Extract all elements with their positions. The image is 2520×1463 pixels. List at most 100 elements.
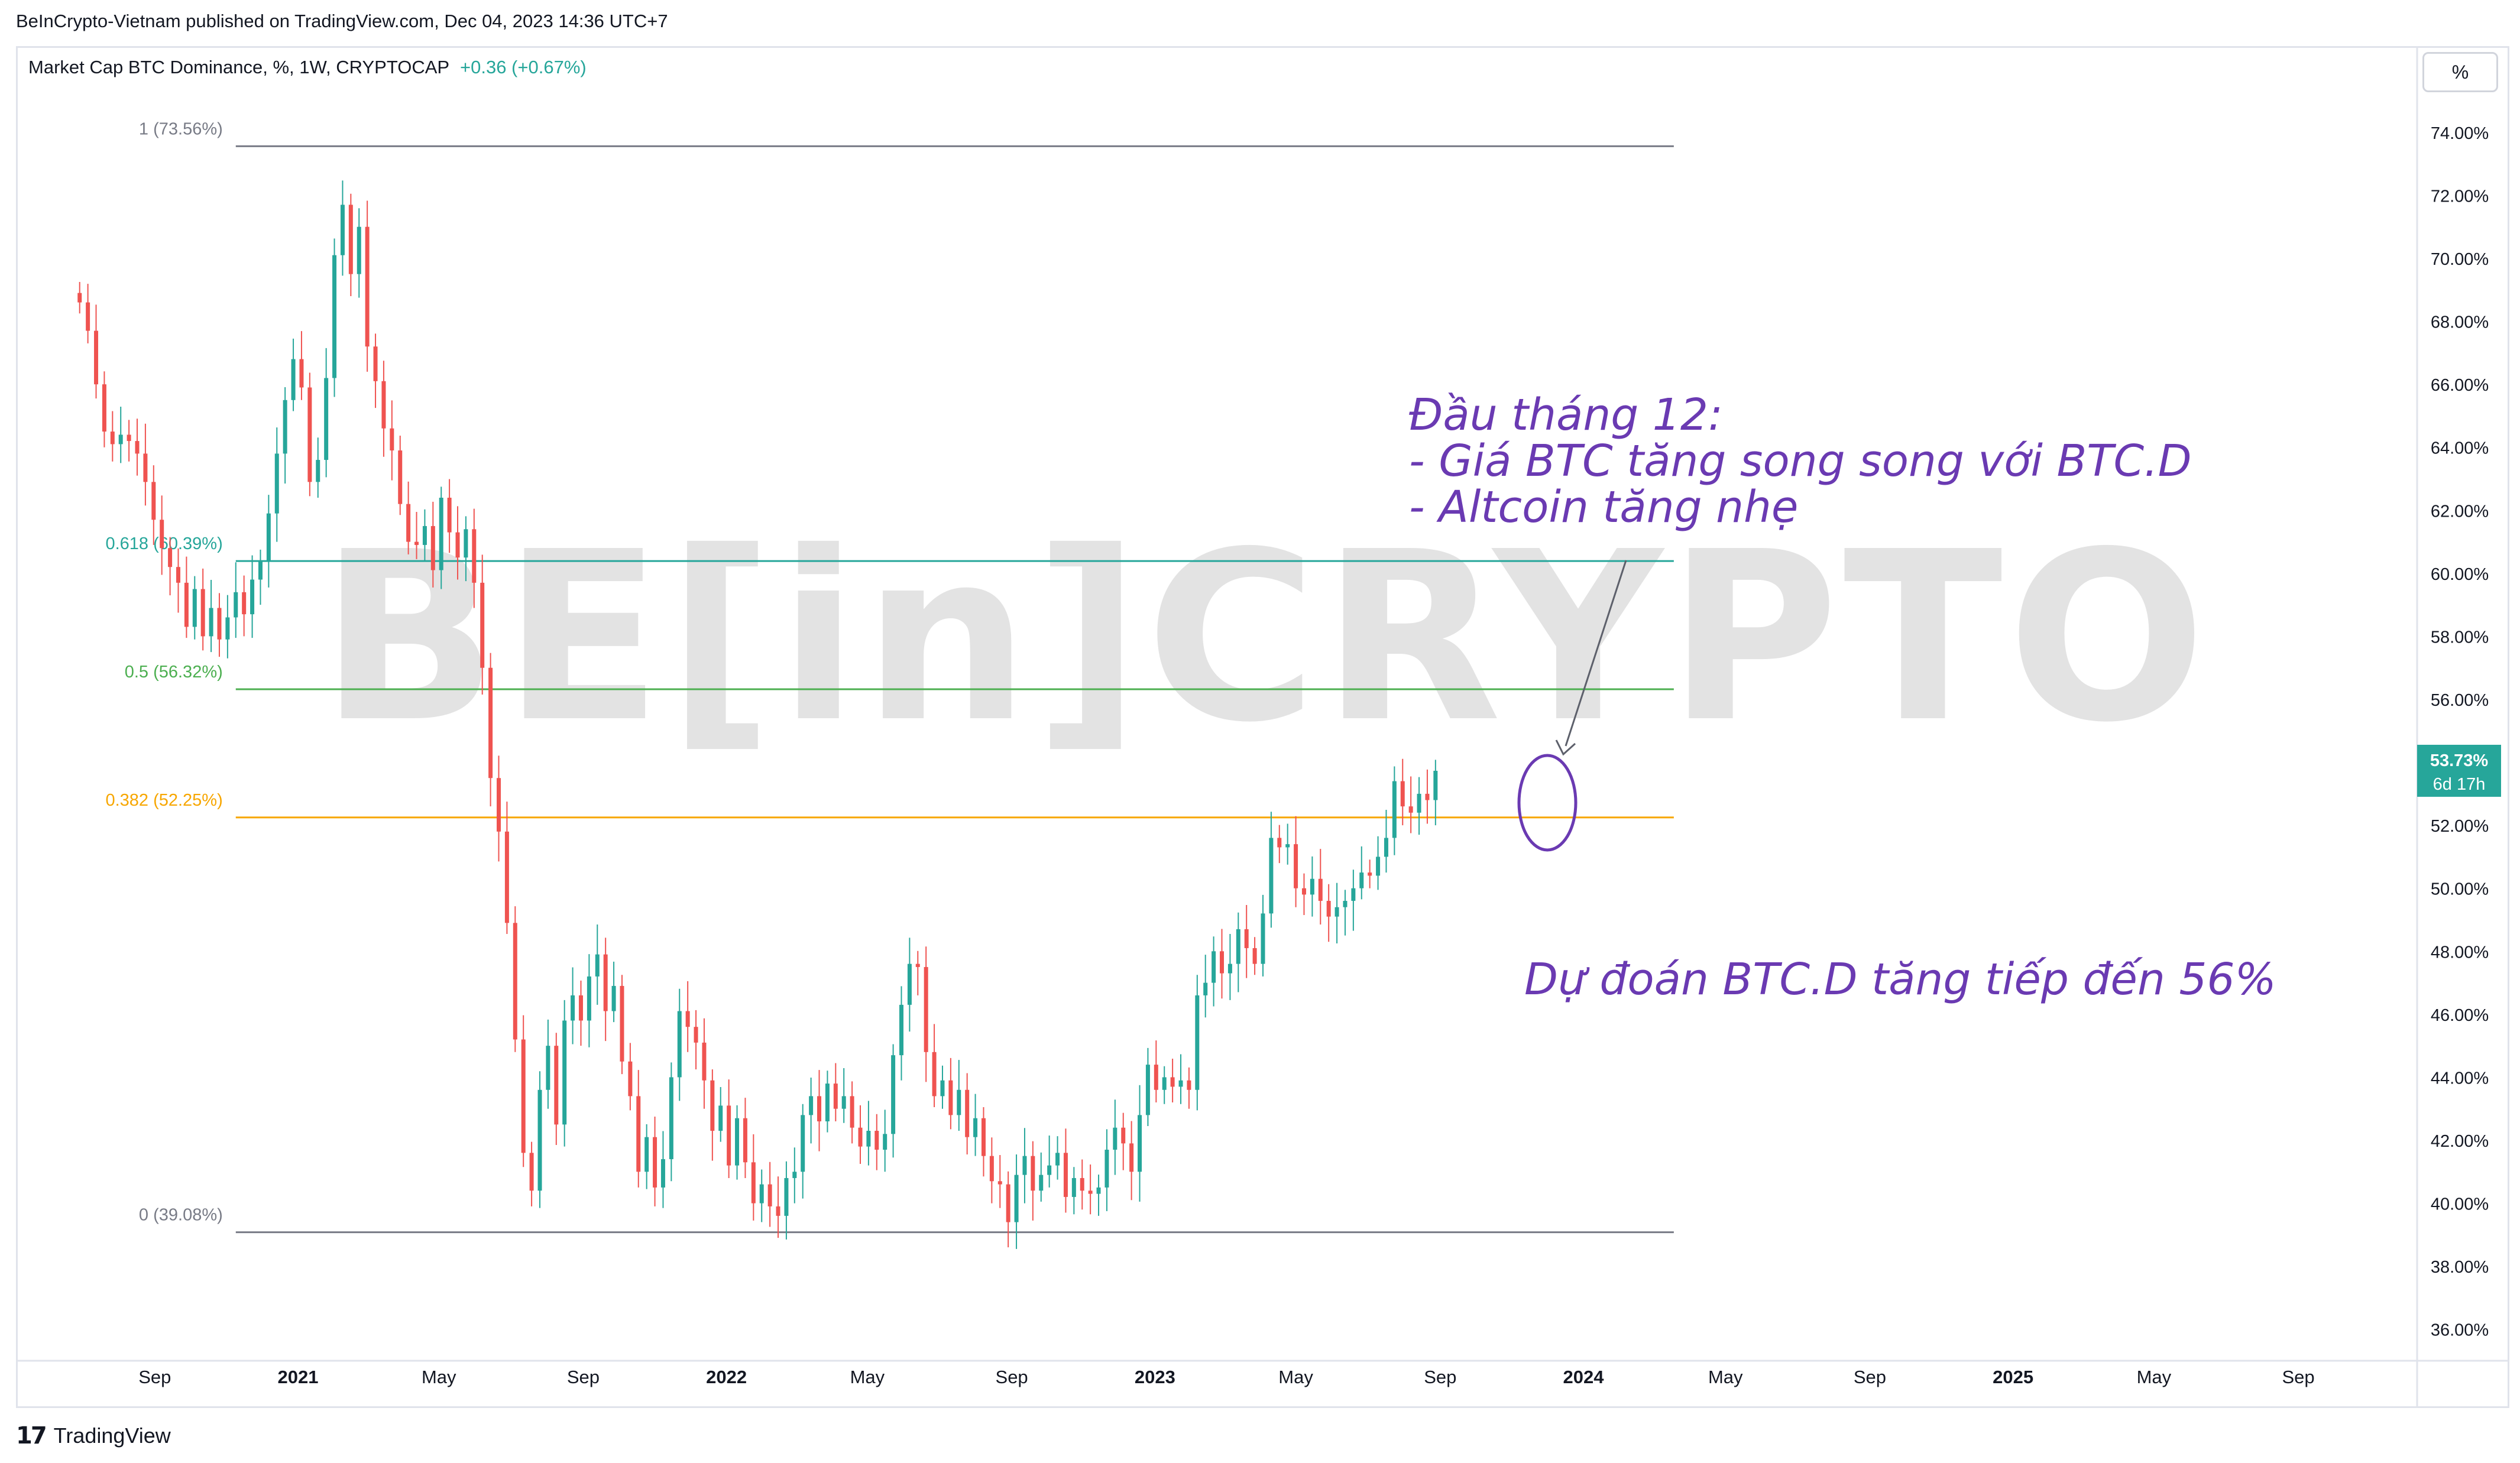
- candle[interactable]: [694, 1010, 698, 1070]
- candle[interactable]: [274, 427, 279, 542]
- candle[interactable]: [1031, 1141, 1035, 1221]
- candle[interactable]: [710, 1069, 715, 1161]
- candle[interactable]: [1080, 1159, 1084, 1210]
- candle[interactable]: [1400, 758, 1405, 826]
- candle[interactable]: [299, 331, 304, 400]
- candle[interactable]: [118, 406, 123, 463]
- candle[interactable]: [168, 537, 173, 596]
- candle[interactable]: [792, 1147, 797, 1204]
- candle[interactable]: [817, 1070, 822, 1151]
- candle[interactable]: [1269, 812, 1274, 928]
- candle[interactable]: [332, 238, 337, 397]
- candle[interactable]: [932, 1024, 937, 1108]
- candle[interactable]: [546, 1019, 550, 1109]
- candle[interactable]: [636, 1070, 641, 1188]
- highlight-ellipse[interactable]: [1517, 754, 1578, 852]
- candle[interactable]: [1138, 1085, 1142, 1202]
- candle[interactable]: [357, 208, 361, 298]
- note-line-2[interactable]: - Giá BTC tăng song song với BTC.D: [1409, 436, 2192, 486]
- candle[interactable]: [200, 568, 205, 651]
- candle[interactable]: [1277, 825, 1282, 864]
- annotations[interactable]: Đầu tháng 12: - Giá BTC tăng song song v…: [1409, 390, 2276, 1005]
- candle[interactable]: [1022, 1128, 1027, 1204]
- candle[interactable]: [891, 1044, 896, 1158]
- candle[interactable]: [529, 1141, 534, 1206]
- candle[interactable]: [77, 281, 82, 314]
- candle[interactable]: [866, 1101, 871, 1166]
- candle[interactable]: [250, 555, 255, 638]
- candle[interactable]: [981, 1107, 986, 1177]
- candle[interactable]: [1178, 1054, 1183, 1104]
- candle[interactable]: [1433, 760, 1438, 826]
- candle[interactable]: [1335, 883, 1339, 943]
- candle[interactable]: [1392, 766, 1397, 855]
- candle[interactable]: [537, 1071, 542, 1208]
- candle[interactable]: [184, 556, 189, 638]
- candle[interactable]: [562, 1000, 567, 1147]
- candle[interactable]: [94, 304, 99, 399]
- candle[interactable]: [1104, 1129, 1109, 1211]
- candle[interactable]: [677, 988, 682, 1101]
- candle[interactable]: [316, 437, 320, 498]
- candle[interactable]: [571, 967, 575, 1044]
- candle[interactable]: [1071, 1167, 1076, 1215]
- candle[interactable]: [1121, 1112, 1126, 1170]
- candle[interactable]: [1220, 929, 1225, 999]
- candle[interactable]: [192, 576, 197, 640]
- candle[interactable]: [924, 946, 928, 1082]
- time-axis[interactable]: Sep 2021 May Sep 2022 May Sep 2023 May Sep 2024 May…: [16, 1360, 2509, 1387]
- candle[interactable]: [1351, 870, 1356, 931]
- candle[interactable]: [488, 653, 493, 807]
- candle[interactable]: [1006, 1171, 1010, 1248]
- candle[interactable]: [225, 595, 230, 658]
- candle[interactable]: [702, 1018, 707, 1109]
- candle[interactable]: [833, 1063, 838, 1122]
- candle[interactable]: [1301, 873, 1306, 916]
- candle[interactable]: [151, 465, 156, 545]
- candle[interactable]: [504, 802, 509, 934]
- candle[interactable]: [801, 1104, 805, 1199]
- candle[interactable]: [809, 1077, 814, 1144]
- candle[interactable]: [291, 338, 296, 411]
- candle[interactable]: [1203, 955, 1208, 1018]
- candle[interactable]: [915, 951, 920, 995]
- candle[interactable]: [1088, 1164, 1093, 1215]
- candle[interactable]: [1417, 777, 1421, 835]
- candle[interactable]: [143, 423, 148, 506]
- candle[interactable]: [899, 986, 903, 1081]
- candle[interactable]: [1154, 1040, 1158, 1103]
- candle[interactable]: [127, 420, 131, 462]
- candle[interactable]: [110, 411, 115, 462]
- candle[interactable]: [776, 1176, 780, 1238]
- candle[interactable]: [1162, 1066, 1167, 1104]
- candle[interactable]: [973, 1094, 978, 1156]
- symbol-title[interactable]: Market Cap BTC Dominance, %, 1W, CRYPTOC…: [28, 57, 449, 77]
- forecast-text[interactable]: Dự đoán BTC.D tăng tiếp đến 56%: [1524, 954, 2276, 1005]
- candle[interactable]: [1227, 933, 1232, 1000]
- candle[interactable]: [258, 549, 263, 605]
- candle[interactable]: [1425, 769, 1430, 824]
- candle[interactable]: [595, 924, 600, 1005]
- candle[interactable]: [1129, 1121, 1134, 1201]
- candle[interactable]: [472, 508, 477, 608]
- candle[interactable]: [883, 1110, 887, 1172]
- candle[interactable]: [439, 486, 443, 589]
- candle[interactable]: [217, 593, 222, 657]
- candle[interactable]: [685, 981, 690, 1052]
- candle[interactable]: [653, 1117, 657, 1206]
- candle[interactable]: [784, 1161, 789, 1240]
- candle[interactable]: [1236, 912, 1240, 992]
- candle[interactable]: [1285, 823, 1290, 865]
- candle[interactable]: [209, 580, 213, 653]
- candle[interactable]: [1252, 937, 1257, 975]
- candle[interactable]: [135, 419, 140, 476]
- candle[interactable]: [578, 980, 583, 1046]
- candle[interactable]: [1145, 1047, 1150, 1127]
- price-axis[interactable]: 36.00% 38.00% 40.00% 42.00% 44.00% 46.00% 48.0…: [2416, 47, 2489, 1407]
- candle[interactable]: [283, 387, 287, 484]
- candle[interactable]: [1294, 816, 1298, 907]
- candle[interactable]: [858, 1105, 863, 1164]
- candle[interactable]: [907, 938, 912, 1032]
- candle[interactable]: [1047, 1136, 1052, 1188]
